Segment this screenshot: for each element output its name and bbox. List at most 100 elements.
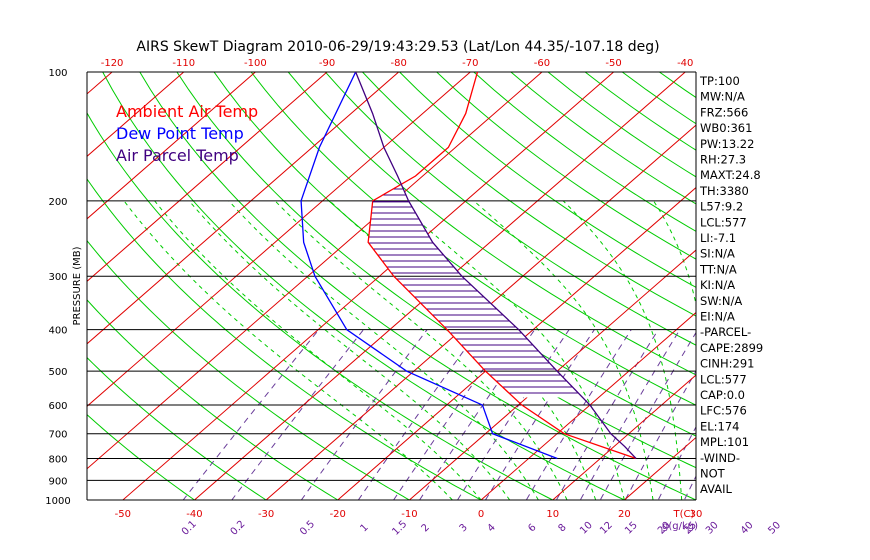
legend-entry: Ambient Air Temp <box>116 102 258 121</box>
isotherm-line <box>0 72 40 500</box>
dry-adiabat-line <box>287 72 696 376</box>
mixing-ratio-line <box>599 331 696 500</box>
mixing-ratio-tick-label: 40 <box>739 520 756 537</box>
dry-adiabat-line <box>813 52 870 509</box>
index-entry: NOT <box>700 467 726 481</box>
legend-entry: Dew Point Temp <box>116 124 244 143</box>
mixing-ratio-line <box>555 329 659 500</box>
dry-adiabat-line <box>87 299 339 500</box>
index-entry: LI:-7.1 <box>700 231 736 245</box>
pressure-tick-label: 700 <box>48 430 67 441</box>
mixing-ratio-line <box>683 475 696 500</box>
isotherm-line <box>480 311 696 500</box>
mixing-ratio-tick-label: 6 <box>526 522 538 534</box>
dry-adiabat-line <box>398 72 696 288</box>
dry-adiabat-line <box>102 72 626 500</box>
mixing-ratio-tick-label: 3 <box>458 522 470 534</box>
series-line <box>367 72 637 460</box>
moist-adiabat-line <box>768 201 796 500</box>
isotherm-line <box>265 124 696 500</box>
moist-adiabat-line <box>562 200 683 500</box>
mixing-ratio-line <box>182 329 320 500</box>
top-temp-tick-label: -60 <box>534 58 550 69</box>
series-line <box>300 72 558 460</box>
mixing-ratio-tick-label: 0.5 <box>298 519 317 538</box>
legend-entry: Air Parcel Temp <box>116 146 239 165</box>
index-entry: MAXT:24.8 <box>700 168 761 182</box>
cape-hatch <box>368 185 583 398</box>
isotherm-line <box>337 186 696 500</box>
bottom-temp-tick-label: -30 <box>258 509 274 520</box>
index-entry: CAPE:2899 <box>700 341 763 355</box>
index-entry: MPL:101 <box>700 435 749 449</box>
top-temp-tick-label: -100 <box>244 58 267 69</box>
index-entry: SW:N/A <box>700 294 742 308</box>
top-temp-tick-label: -80 <box>390 58 406 69</box>
dry-adiabat-line <box>361 72 696 317</box>
index-entry: TP:100 <box>699 74 740 88</box>
mixing-ratio-tick-label: 10 <box>578 520 595 537</box>
moist-adiabat-line <box>395 200 625 500</box>
mixing-ratio-tick-label: 4 <box>486 522 498 534</box>
index-entry: LFC:576 <box>700 404 747 418</box>
isotherm-line <box>768 72 870 500</box>
series-line <box>355 72 637 459</box>
bottom-temp-tick-label: 30 <box>690 509 703 520</box>
pressure-tick-label: 300 <box>48 272 67 283</box>
bottom-temp-tick-label: 20 <box>618 509 631 520</box>
mixing-ratio-tick-label: 30 <box>704 520 721 537</box>
dry-adiabat-line <box>849 52 870 509</box>
isotherm-line <box>552 374 696 500</box>
mixing-ratio-tick-label: 15 <box>623 520 640 537</box>
index-entry: MW:N/A <box>700 90 745 104</box>
isotherm-line <box>87 72 543 470</box>
y-axis-label: PRESSURE (MB) <box>72 246 83 325</box>
index-entry: TH:3380 <box>699 184 749 198</box>
bottom-temp-tick-label: -40 <box>186 509 202 520</box>
top-temp-tick-label: -50 <box>605 58 621 69</box>
mixing-ratio-line <box>525 329 632 500</box>
cape-area <box>368 185 583 398</box>
bottom-temp-tick-label: 0 <box>478 509 484 520</box>
isotherm-line <box>87 72 399 345</box>
mixing-ratio-line <box>484 329 595 500</box>
mixing-ratio-line <box>357 329 480 500</box>
bottom-temp-tick-label: 10 <box>546 509 559 520</box>
index-entry: CAP:0.0 <box>700 388 745 402</box>
index-entry: LCL:577 <box>700 372 747 386</box>
temp-unit-label: T(C) <box>673 509 695 520</box>
mixing-ratio-line <box>418 329 536 500</box>
top-temp-tick-label: -110 <box>172 58 195 69</box>
mixing-ratio-line <box>393 329 512 500</box>
dry-adiabat-line <box>87 414 196 500</box>
index-entry: TT:N/A <box>699 262 737 276</box>
isotherm-line <box>87 72 328 282</box>
mixing-ratio-tick-label: 12 <box>598 520 615 537</box>
index-entry: L57:9.2 <box>700 200 743 214</box>
index-entry: EI:N/A <box>700 310 735 324</box>
bottom-temp-tick-label: -20 <box>330 509 346 520</box>
dry-adiabat-line <box>87 356 268 500</box>
dry-adiabat-line <box>435 72 696 260</box>
profile-series <box>300 72 637 460</box>
index-entry: LCL:577 <box>700 215 747 229</box>
pressure-tick-label: 800 <box>48 455 67 466</box>
dry-adiabat-line <box>324 72 696 346</box>
index-entry: -WIND- <box>700 451 740 465</box>
pressure-tick-label: 400 <box>48 326 67 337</box>
mixing-ratio-tick-label: 2 <box>420 522 432 534</box>
index-entry: EL:174 <box>700 419 740 433</box>
mixing-ratio-tick-label: 0.2 <box>229 519 248 538</box>
dry-adiabat-line <box>87 239 411 500</box>
index-entry: PW:13.22 <box>700 137 754 151</box>
isotherm-line <box>87 72 185 158</box>
legend: Ambient Air Temp Dew Point Temp Air Parcel… <box>116 102 258 165</box>
top-temp-tick-label: -70 <box>462 58 478 69</box>
mixing-ratio-line <box>657 425 696 500</box>
mixing-ratio-tick-label: 8 <box>556 522 568 534</box>
index-entry: KI:N/A <box>700 278 735 292</box>
index-entry: AVAIL <box>700 482 733 496</box>
chart-title: AIRS SkewT Diagram 2010-06-29/19:43:29.5… <box>136 39 659 55</box>
mixing-ratio-line <box>456 329 570 500</box>
